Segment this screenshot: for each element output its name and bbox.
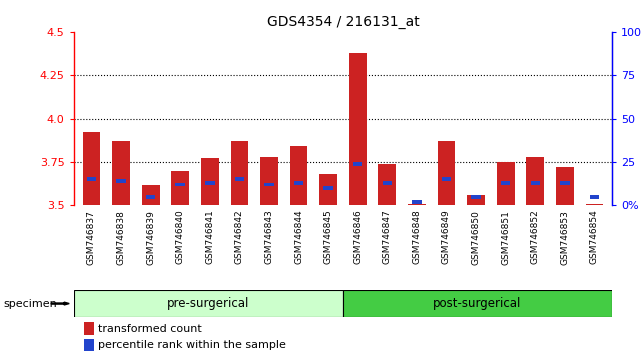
- Title: GDS4354 / 216131_at: GDS4354 / 216131_at: [267, 16, 419, 29]
- Text: GSM746843: GSM746843: [265, 210, 274, 264]
- Bar: [290, 146, 308, 205]
- Text: GSM746839: GSM746839: [146, 210, 155, 264]
- Bar: [205, 181, 215, 185]
- Text: GSM746842: GSM746842: [235, 210, 244, 264]
- Bar: [590, 195, 599, 199]
- Text: GSM746852: GSM746852: [531, 210, 540, 264]
- Bar: [176, 183, 185, 187]
- Bar: [526, 157, 544, 205]
- Bar: [201, 159, 219, 205]
- Bar: [353, 162, 362, 166]
- Text: GSM746840: GSM746840: [176, 210, 185, 264]
- Text: specimen: specimen: [3, 298, 57, 309]
- Bar: [231, 141, 248, 205]
- Bar: [260, 157, 278, 205]
- Text: GSM746847: GSM746847: [383, 210, 392, 264]
- Bar: [142, 184, 160, 205]
- Text: GSM746849: GSM746849: [442, 210, 451, 264]
- Text: GSM746851: GSM746851: [501, 210, 510, 264]
- Text: transformed count: transformed count: [98, 324, 202, 333]
- Text: GSM746848: GSM746848: [412, 210, 421, 264]
- Text: GSM746838: GSM746838: [117, 210, 126, 264]
- Text: GSM746854: GSM746854: [590, 210, 599, 264]
- Bar: [438, 141, 455, 205]
- Text: GSM746853: GSM746853: [560, 210, 569, 264]
- Bar: [585, 204, 603, 205]
- Text: post-surgerical: post-surgerical: [433, 297, 522, 310]
- Bar: [378, 164, 396, 205]
- Bar: [74, 290, 343, 317]
- Bar: [556, 167, 574, 205]
- Bar: [112, 141, 130, 205]
- Bar: [87, 177, 96, 181]
- Bar: [383, 181, 392, 185]
- Text: GSM746837: GSM746837: [87, 210, 96, 264]
- Bar: [467, 195, 485, 205]
- Bar: [264, 183, 274, 187]
- Bar: [560, 181, 570, 185]
- Bar: [235, 177, 244, 181]
- Text: GSM746845: GSM746845: [324, 210, 333, 264]
- Text: GSM746841: GSM746841: [205, 210, 214, 264]
- Bar: [408, 204, 426, 205]
- Bar: [171, 171, 189, 205]
- Bar: [146, 195, 155, 199]
- Bar: [116, 179, 126, 183]
- Bar: [343, 290, 612, 317]
- Bar: [497, 162, 515, 205]
- Text: GSM746844: GSM746844: [294, 210, 303, 264]
- Bar: [349, 53, 367, 205]
- Bar: [319, 174, 337, 205]
- Bar: [442, 177, 451, 181]
- Bar: [471, 195, 481, 199]
- Text: percentile rank within the sample: percentile rank within the sample: [98, 340, 286, 350]
- Bar: [324, 186, 333, 190]
- Bar: [83, 132, 101, 205]
- Text: GSM746850: GSM746850: [472, 210, 481, 264]
- Bar: [85, 339, 94, 351]
- Text: GSM746846: GSM746846: [353, 210, 362, 264]
- Bar: [294, 181, 303, 185]
- Bar: [501, 181, 510, 185]
- Text: pre-surgerical: pre-surgerical: [167, 297, 249, 310]
- Bar: [531, 181, 540, 185]
- Bar: [412, 200, 422, 204]
- Bar: [85, 322, 94, 335]
